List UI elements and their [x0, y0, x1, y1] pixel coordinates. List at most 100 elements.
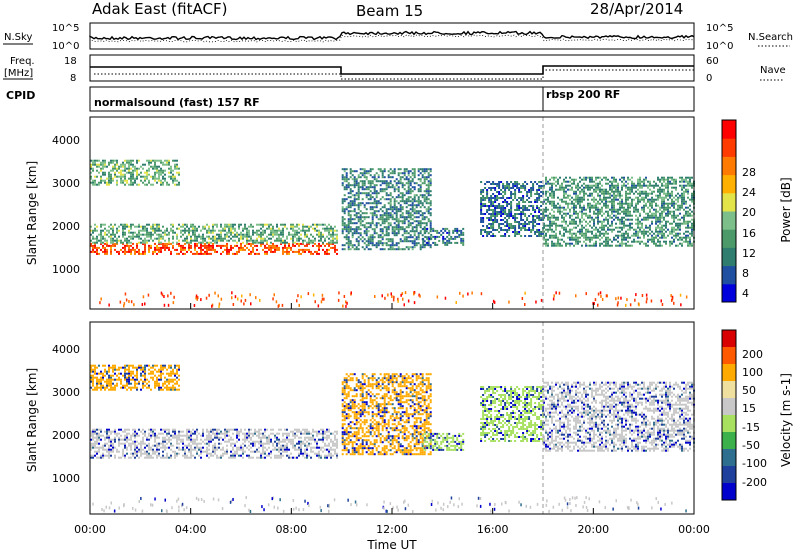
scatter-band-1	[90, 242, 338, 255]
colorbar-swatch	[722, 192, 736, 212]
time-axis: 00:00 04:00 08:00 12:00 16:00 20:00 00:0…	[74, 303, 710, 536]
nave-tick-bottom: 0	[706, 73, 712, 84]
scatter-band-4	[341, 168, 432, 251]
power-ytick-2000: 2000	[52, 220, 80, 233]
xtick-1200: 12:00	[376, 523, 408, 536]
colorbar-swatch	[722, 211, 736, 230]
vel-cbar-tick-m100: -100	[742, 457, 767, 470]
cpid-strip-frame	[89, 86, 695, 112]
xtick-0400: 04:00	[175, 523, 207, 536]
vel-cbar-tick-m50: -50	[742, 439, 760, 452]
freq-tick-top: 18	[64, 56, 77, 67]
power-cbar-tick-20: 20	[742, 206, 756, 219]
colorbar-swatch	[722, 466, 736, 484]
scatter-band-5	[422, 227, 465, 246]
xtick-2400: 00:00	[678, 523, 710, 536]
colorbar-swatch	[722, 174, 736, 194]
vel-ytick-4000: 4000	[52, 343, 80, 356]
scatter-band-1	[90, 428, 338, 459]
scatter-band-5	[480, 386, 545, 442]
power-cbar-tick-8: 8	[742, 267, 749, 280]
vel-ytick-1000: 1000	[52, 472, 80, 485]
nave-label: Nave	[760, 65, 786, 76]
colorbar-swatch	[722, 415, 736, 433]
power-cbar-tick-24: 24	[742, 186, 756, 199]
scatter-band-2	[90, 223, 338, 244]
freq-label: Freq.	[10, 56, 35, 67]
scatter-band-3	[341, 373, 432, 456]
velocity-ylabel: Slant Range [km]	[25, 368, 39, 472]
power-cbar-label: Power [dB]	[779, 177, 793, 242]
near-range-clutter	[92, 496, 687, 513]
colorbar-swatch	[722, 432, 736, 450]
vel-cbar-tick-15: 15	[742, 402, 756, 415]
vel-ytick-3000: 3000	[52, 386, 80, 399]
colorbar-swatch	[722, 120, 736, 139]
vel-cbar-tick-m200: -200	[742, 476, 767, 489]
scatter-band-3	[90, 159, 180, 186]
colorbar-swatch	[722, 381, 736, 399]
noise-tick-bottom-right: 10^0	[706, 41, 733, 52]
power-heatmap	[90, 117, 695, 309]
xtick-1600: 16:00	[477, 523, 509, 536]
scatter-band-4	[422, 432, 465, 451]
power-ylabel: Slant Range [km]	[25, 161, 39, 265]
colorbar-swatch	[722, 449, 736, 467]
power-y-axis: 1000 2000 3000 4000	[52, 134, 80, 276]
colorbar-swatch	[722, 330, 736, 348]
xtick-0800: 08:00	[275, 523, 307, 536]
colorbar-swatch	[722, 347, 736, 365]
nsky-trace	[89, 30, 695, 41]
colorbar-swatch	[722, 364, 736, 382]
cpid-label: CPID	[6, 89, 35, 102]
scatter-band-7	[543, 176, 695, 247]
power-cbar-tick-28: 28	[742, 166, 756, 179]
nsky-label: N.Sky	[4, 32, 32, 43]
power-colorbar	[721, 119, 737, 303]
xtick-0000: 00:00	[74, 523, 106, 536]
freq-unit-label: [MHz]	[4, 68, 33, 79]
colorbar-swatch	[722, 483, 736, 501]
xlabel: Time UT	[366, 538, 417, 552]
power-ytick-4000: 4000	[52, 134, 80, 147]
freq-trace	[90, 65, 694, 75]
vel-cbar-tick-100: 100	[742, 366, 763, 379]
nave-tick-top: 60	[706, 56, 719, 67]
vel-cbar-tick-200: 200	[742, 348, 763, 361]
colorbar-swatch	[722, 398, 736, 416]
velocity-panel-frame	[89, 321, 695, 515]
power-ytick-3000: 3000	[52, 177, 80, 190]
noise-tick-top: 10^5	[52, 23, 79, 34]
colorbar-swatch	[722, 138, 736, 157]
freq-tick-bottom: 8	[70, 73, 76, 84]
colorbar-swatch	[722, 229, 736, 248]
power-cbar-tick-4: 4	[742, 287, 749, 300]
beam-label: Beam 15	[356, 2, 423, 20]
velocity-colorbar	[721, 329, 737, 501]
noise-tick-top-right: 10^5	[706, 23, 733, 34]
near-range-clutter	[99, 291, 688, 308]
colorbar-swatch	[722, 283, 736, 303]
velocity-cbar-label: Velocity [m s-1]	[779, 373, 793, 467]
cpid-segment-1: normalsound (fast) 157 RF	[94, 96, 260, 109]
velocity-y-axis: 1000 2000 3000 4000	[52, 343, 80, 485]
xtick-2000: 20:00	[577, 523, 609, 536]
scatter-band-6	[480, 181, 545, 237]
station-title: Adak East (fitACF)	[92, 0, 227, 18]
colorbar-swatch	[722, 265, 736, 285]
noise-tick-bottom: 10^0	[52, 41, 79, 52]
date-label: 28/Apr/2014	[590, 0, 683, 18]
power-cbar-tick-16: 16	[742, 227, 756, 240]
nsearch-label: N.Search	[748, 32, 793, 43]
colorbar-swatch	[722, 156, 736, 176]
vel-cbar-tick-50: 50	[742, 384, 756, 397]
scatter-band-6	[543, 381, 695, 452]
scatter-band-2	[90, 364, 180, 391]
power-ytick-1000: 1000	[52, 263, 80, 276]
colorbar-swatch	[722, 247, 736, 267]
cpid-segment-2: rbsp 200 RF	[546, 88, 620, 101]
vel-ytick-2000: 2000	[52, 429, 80, 442]
power-cbar-tick-12: 12	[742, 247, 756, 260]
velocity-heatmap	[90, 322, 695, 514]
